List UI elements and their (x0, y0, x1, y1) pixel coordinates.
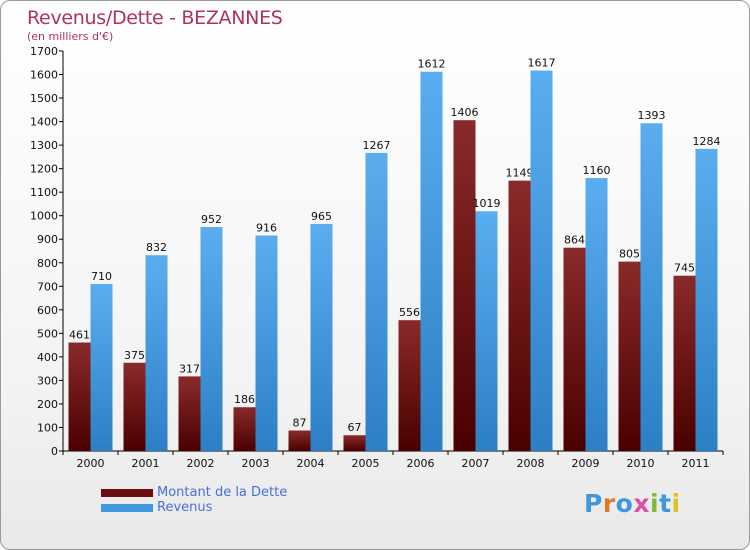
x-tick-label: 2001 (132, 457, 160, 470)
logo-letter: i (671, 489, 681, 518)
x-tick-label: 2011 (682, 457, 710, 470)
bar-debt (563, 247, 586, 451)
y-tick-label: 900 (37, 233, 58, 246)
bar-revenus (310, 223, 333, 451)
y-tick-label: 200 (37, 398, 58, 411)
data-label-revenus: 1019 (473, 197, 501, 210)
chart-subtitle: (en milliers d'€) (27, 30, 114, 43)
x-tick-label: 2004 (297, 457, 325, 470)
bar-revenus (365, 152, 388, 451)
logo-letter: r (602, 489, 616, 518)
x-tick-label: 2008 (517, 457, 545, 470)
bar-debt (618, 261, 641, 451)
bar-debt (398, 320, 421, 451)
data-label-revenus: 1617 (528, 57, 556, 70)
x-tick-label: 2006 (407, 457, 435, 470)
x-tick-label: 2000 (77, 457, 105, 470)
data-label-revenus: 1284 (693, 135, 721, 148)
y-tick-label: 700 (37, 280, 58, 293)
bar-revenus (640, 123, 663, 451)
y-tick-label: 1600 (30, 69, 58, 82)
data-label-revenus: 1267 (363, 139, 391, 152)
bar-debt (288, 430, 311, 451)
bar-debt (453, 120, 476, 452)
data-label-debt: 1406 (451, 106, 479, 119)
logo-letter: P (584, 489, 603, 518)
data-label-revenus: 710 (91, 270, 112, 283)
y-tick-label: 1700 (30, 45, 58, 58)
bar-revenus (420, 71, 443, 452)
data-label-debt: 864 (564, 234, 585, 247)
data-label-revenus: 1612 (418, 58, 446, 71)
y-tick-label: 800 (37, 257, 58, 270)
y-tick-label: 600 (37, 304, 58, 317)
logo-letter: o (615, 489, 634, 518)
data-label-debt: 461 (69, 329, 90, 342)
x-tick-label: 2002 (187, 457, 215, 470)
bar-revenus (530, 70, 553, 451)
y-tick-label: 0 (51, 445, 58, 458)
bar-revenus (475, 211, 498, 451)
legend-label-debt: Montant de la Dette (157, 485, 288, 500)
x-tick-label: 2010 (627, 457, 655, 470)
bar-revenus (585, 178, 608, 451)
bar-debt (343, 435, 366, 451)
bar-revenus (255, 235, 278, 451)
proxiti-logo: Proxiti (584, 489, 681, 518)
data-label-debt: 1149 (506, 167, 534, 180)
chart-title: Revenus/Dette - BEZANNES (27, 7, 283, 29)
x-tick-label: 2005 (352, 457, 380, 470)
bar-debt (233, 407, 256, 451)
data-label-revenus: 1393 (638, 109, 666, 122)
y-tick-label: 1400 (30, 116, 58, 129)
x-tick-label: 2007 (462, 457, 490, 470)
data-label-debt: 87 (293, 417, 307, 430)
bar-revenus (90, 283, 113, 451)
y-tick-label: 1300 (30, 139, 58, 152)
legend-label-revenus: Revenus (157, 500, 213, 515)
legend-swatch-revenus (101, 504, 153, 512)
data-label-revenus: 832 (146, 241, 167, 254)
y-tick-label: 1000 (30, 210, 58, 223)
data-label-debt: 745 (674, 262, 695, 275)
data-label-revenus: 916 (256, 221, 277, 234)
data-label-revenus: 965 (311, 210, 332, 223)
bar-debt (123, 362, 146, 451)
data-label-debt: 805 (619, 248, 640, 261)
bar-debt (508, 180, 531, 451)
bar-revenus (145, 255, 168, 451)
data-label-debt: 556 (399, 306, 420, 319)
data-label-debt: 375 (124, 349, 145, 362)
y-tick-label: 100 (37, 421, 58, 434)
bar-debt (673, 275, 696, 451)
y-tick-label: 1200 (30, 163, 58, 176)
y-tick-label: 400 (37, 351, 58, 364)
data-label-debt: 317 (179, 362, 200, 375)
logo-letter: x (633, 489, 650, 518)
data-label-debt: 186 (234, 393, 255, 406)
data-label-revenus: 1160 (583, 164, 611, 177)
bar-debt (178, 376, 201, 451)
bar-debt (68, 342, 91, 451)
data-label-debt: 67 (348, 421, 362, 434)
x-tick-label: 2003 (242, 457, 270, 470)
logo-letter: i (650, 489, 660, 518)
data-label-revenus: 952 (201, 213, 222, 226)
y-tick-label: 500 (37, 327, 58, 340)
y-tick-label: 1100 (30, 186, 58, 199)
bar-revenus (200, 227, 223, 451)
y-tick-label: 300 (37, 374, 58, 387)
y-tick-label: 1500 (30, 92, 58, 105)
legend-swatch-debt (101, 489, 153, 497)
bar-revenus (695, 148, 718, 451)
x-tick-label: 2009 (572, 457, 600, 470)
logo-letter: t (659, 489, 672, 518)
